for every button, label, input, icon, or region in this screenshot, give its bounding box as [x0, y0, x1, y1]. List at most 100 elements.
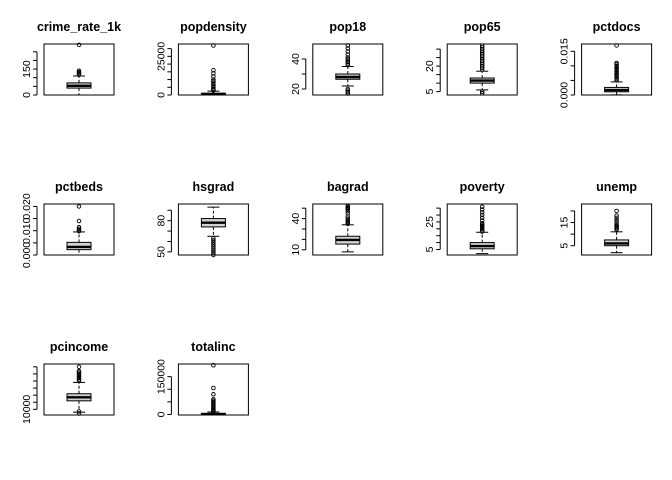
y-tick-label: 5 [424, 246, 436, 252]
panel-title: crime_rate_1k [37, 20, 121, 34]
y-tick-label: 50 [155, 246, 167, 258]
panel-crime_rate_1k: crime_rate_1k 0 150 [21, 20, 121, 98]
outlier-point [345, 43, 351, 48]
outlier-point [211, 397, 216, 402]
outlier-point [76, 368, 82, 374]
outlier-point [614, 208, 619, 214]
outlier-point [345, 91, 351, 96]
outlier-point [345, 88, 351, 93]
y-tick-label: 0.015 [559, 38, 571, 64]
outlier-point [345, 58, 351, 63]
outlier-point [614, 66, 619, 72]
outlier-point [614, 62, 619, 67]
outlier-point [614, 76, 619, 82]
y-tick-label: 0.000 [559, 82, 571, 108]
y-tick-label: 0.000 [21, 242, 33, 268]
y-tick-label: 15 [559, 217, 571, 229]
outlier-point [345, 59, 351, 65]
outlier-point [345, 61, 351, 66]
outlier-point [345, 203, 351, 209]
panel-pcincome: pcincome 10000 [21, 340, 115, 424]
outlier-point [479, 204, 485, 210]
panel-popdensity: popdensity 0 25000 [155, 20, 249, 98]
outlier-point [211, 78, 216, 84]
panel-title: totalinc [191, 340, 235, 354]
outlier-point [76, 69, 82, 75]
outlier-point [614, 217, 619, 223]
outlier-point [479, 229, 485, 234]
outlier-point [76, 378, 82, 384]
outlier-point [211, 43, 216, 48]
panel-title: pctdocs [593, 20, 641, 34]
y-tick-label: 10000 [21, 395, 33, 424]
outlier-point [211, 248, 216, 254]
outlier-point [614, 222, 619, 228]
outlier-point [345, 55, 351, 60]
outlier-point [345, 52, 351, 57]
y-tick-label: 150 [21, 60, 33, 78]
outlier-point [76, 374, 82, 380]
outlier-point [211, 246, 216, 252]
outlier-point [76, 226, 82, 232]
outlier-point [479, 212, 485, 218]
outlier-point [211, 392, 216, 397]
outlier-point [479, 218, 485, 223]
outlier-point [614, 75, 619, 80]
outlier-point [211, 252, 216, 258]
outlier-point [345, 46, 351, 51]
outlier-point [76, 411, 82, 416]
outlier-point [479, 226, 485, 232]
outlier-point [479, 43, 485, 48]
y-tick-label: 25000 [155, 42, 167, 71]
outlier-point [211, 250, 216, 256]
y-tick-label: 40 [290, 53, 302, 65]
plot-frame [446, 203, 518, 256]
panel-pctdocs: pctdocs 0.000 0.015 [559, 20, 653, 108]
outlier-point [211, 80, 216, 85]
outlier-point [345, 49, 351, 54]
outlier-point [614, 70, 619, 76]
outlier-point [614, 73, 619, 79]
outlier-point [345, 62, 351, 68]
outlier-point [76, 373, 82, 378]
outlier-point [479, 222, 485, 227]
outlier-point [614, 67, 619, 73]
outlier-point [76, 42, 82, 48]
panel-title: poverty [460, 180, 505, 194]
outlier-point [614, 213, 619, 218]
panel-totalinc: totalinc 0 150000 [155, 340, 249, 417]
outlier-point [211, 83, 216, 88]
panel-title: pcincome [50, 340, 108, 354]
outlier-point [345, 216, 351, 221]
outlier-point [76, 371, 82, 377]
outlier-point [479, 215, 485, 221]
outlier-point [614, 72, 619, 77]
y-tick-label: 80 [155, 215, 167, 227]
panel-pop18: pop18 20 40 [290, 20, 384, 96]
outlier-point [479, 223, 485, 229]
outlier-point [345, 211, 351, 216]
y-tick-label: 0 [21, 92, 33, 98]
outlier-point [479, 89, 485, 94]
outlier-point [211, 236, 216, 241]
outlier-point [211, 385, 216, 391]
outlier-point [479, 210, 485, 215]
panel-title: bagrad [327, 180, 369, 194]
outlier-point [345, 209, 351, 214]
outlier-point [614, 69, 619, 74]
panel-title: pop65 [464, 20, 501, 34]
y-tick-label: 10 [290, 244, 302, 256]
outlier-point [211, 77, 216, 82]
y-tick-label: 0 [155, 92, 167, 98]
outlier-point [76, 370, 82, 375]
outlier-point [211, 74, 216, 79]
y-tick-label: 0 [155, 411, 167, 417]
y-tick-label: 0.020 [21, 193, 33, 219]
outlier-point [76, 218, 82, 224]
outlier-point [211, 238, 216, 243]
y-tick-label: 20 [290, 83, 302, 95]
outlier-point [211, 244, 216, 249]
y-tick-label: 25 [424, 216, 436, 228]
